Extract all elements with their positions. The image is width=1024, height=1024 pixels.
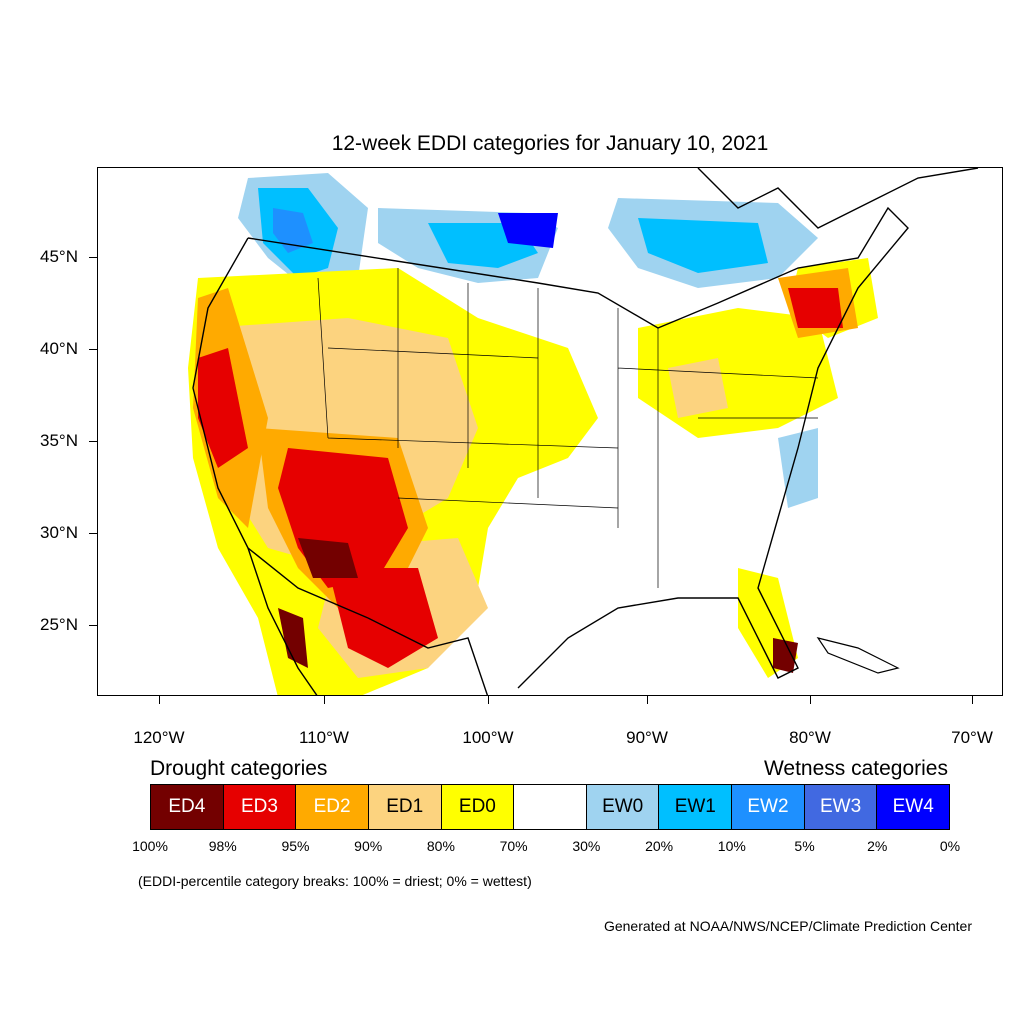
- lat-label: 45°N: [40, 247, 78, 266]
- legend-break-label: 30%: [572, 838, 601, 854]
- lon-label: 120°W: [133, 728, 185, 747]
- cuba-outline: [816, 637, 900, 674]
- drought-ed3-northeast: [788, 288, 843, 328]
- eddi-map: [188, 168, 979, 695]
- drought-legend-heading: Drought categories: [150, 757, 328, 780]
- lat-label: 30°N: [40, 523, 78, 542]
- us-outline: [192, 206, 909, 689]
- legend-break-label: 100%: [132, 838, 168, 854]
- lat-label: 35°N: [40, 431, 78, 450]
- lon-tick: [159, 696, 160, 704]
- lon-tick: [810, 696, 811, 704]
- mexico-coast: [247, 547, 489, 695]
- legend-break-label: 10%: [717, 838, 746, 854]
- lat-label: 25°N: [40, 615, 78, 634]
- state-borders: [317, 268, 819, 588]
- lat-tick: [89, 257, 97, 258]
- wetness-legend-heading: Wetness categories: [763, 757, 948, 780]
- lon-label: 80°W: [789, 728, 831, 747]
- legend-break-label: 95%: [281, 838, 310, 854]
- wet-region-minnesota: [498, 213, 558, 248]
- legend-break-label: 80%: [426, 838, 455, 854]
- legend-category-ew2: EW2: [732, 785, 805, 829]
- legend-break-label: 0%: [939, 838, 961, 854]
- legend-category-neutral: [514, 785, 587, 829]
- legend-break-label: 70%: [499, 838, 528, 854]
- legend-break-label: 2%: [867, 838, 888, 854]
- map-title: 12-week EDDI categories for January 10, …: [331, 132, 769, 155]
- lon-label: 90°W: [626, 728, 668, 747]
- lat-tick: [89, 533, 97, 534]
- lat-label: 40°N: [40, 339, 78, 358]
- legend-category-ew3: EW3: [804, 785, 878, 829]
- drought-ed3-california: [198, 348, 248, 468]
- lon-label: 100°W: [462, 728, 514, 747]
- wet-region-northwest-deep: [273, 208, 313, 253]
- lon-label: 110°W: [299, 728, 349, 747]
- drought-ed3-mexico: [328, 568, 438, 668]
- lon-tick: [488, 696, 489, 704]
- legend-break-label: 20%: [645, 838, 674, 854]
- wet-region-great-lakes-core: [638, 218, 768, 273]
- lat-tick: [89, 625, 97, 626]
- drought-ed1-ohio: [668, 358, 728, 418]
- lon-tick: [972, 696, 973, 704]
- legend-color-bar: ED4 ED3 ED2 ED1 ED0 EW0 EW1 EW2 EW3 EW4: [150, 784, 950, 830]
- legend-break-label: 5%: [794, 838, 815, 854]
- lat-tick: [89, 349, 97, 350]
- lon-tick: [647, 696, 648, 704]
- legend-break-label: 90%: [354, 838, 383, 854]
- drought-ed4-arizona: [298, 538, 358, 578]
- legend-category-ed3: ED3: [223, 785, 297, 829]
- legend-category-ew0: EW0: [586, 785, 660, 829]
- legend-category-ed2: ED2: [296, 785, 369, 829]
- lon-label: 70°W: [951, 728, 993, 747]
- canada-coast: [697, 168, 979, 229]
- lon-tick: [324, 696, 325, 704]
- drought-ed4-florida: [773, 638, 798, 673]
- lat-tick: [89, 441, 97, 442]
- legend-category-ed1: ED1: [368, 785, 442, 829]
- legend-category-ed4: ED4: [151, 785, 224, 829]
- wet-region-southeast: [778, 428, 818, 508]
- category-note: (EDDI-percentile category breaks: 100% =…: [138, 873, 532, 889]
- legend-break-label: 98%: [208, 838, 237, 854]
- map-panel: [97, 167, 1003, 696]
- legend-category-ew1: EW1: [659, 785, 733, 829]
- legend-category-ew4: EW4: [877, 785, 950, 829]
- credit-line: Generated at NOAA/NWS/NCEP/Climate Predi…: [603, 918, 972, 934]
- drought-ed4-baja: [278, 608, 308, 668]
- legend-category-ed0: ED0: [441, 785, 515, 829]
